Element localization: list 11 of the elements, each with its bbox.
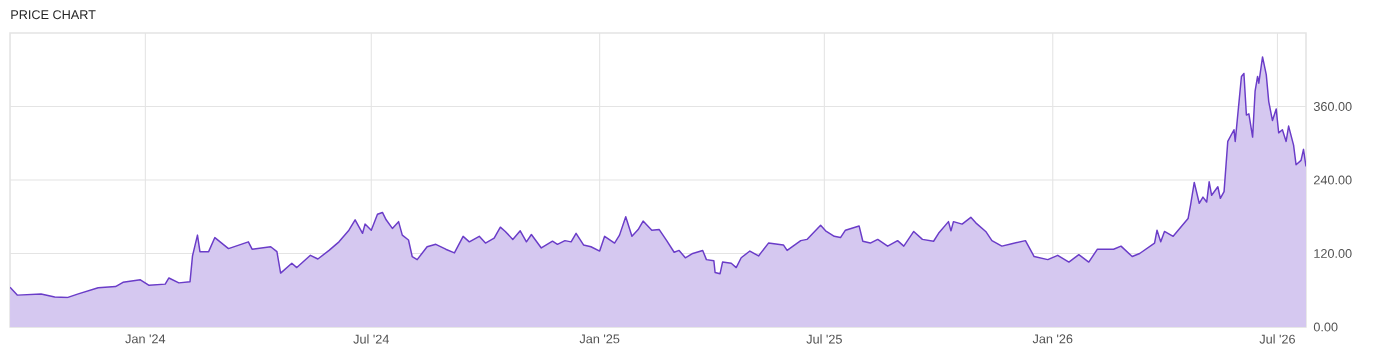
y-tick-label: 240.00 bbox=[1313, 175, 1352, 185]
x-tick-label: Jul '24 bbox=[353, 334, 389, 344]
y-tick-label: 360.00 bbox=[1313, 102, 1352, 111]
x-tick-label: Jan '26 bbox=[1032, 334, 1073, 344]
x-tick-label: Jul '25 bbox=[806, 334, 842, 344]
x-tick-label: Jul '26 bbox=[1259, 334, 1295, 344]
x-tick-label: Jan '24 bbox=[125, 334, 166, 344]
x-tick-label: Jan '25 bbox=[579, 334, 620, 344]
y-tick-label: 120.00 bbox=[1314, 249, 1352, 258]
y-tick-label: 0.00 bbox=[1313, 322, 1338, 332]
chart-title: PRICE CHART bbox=[11, 10, 96, 20]
